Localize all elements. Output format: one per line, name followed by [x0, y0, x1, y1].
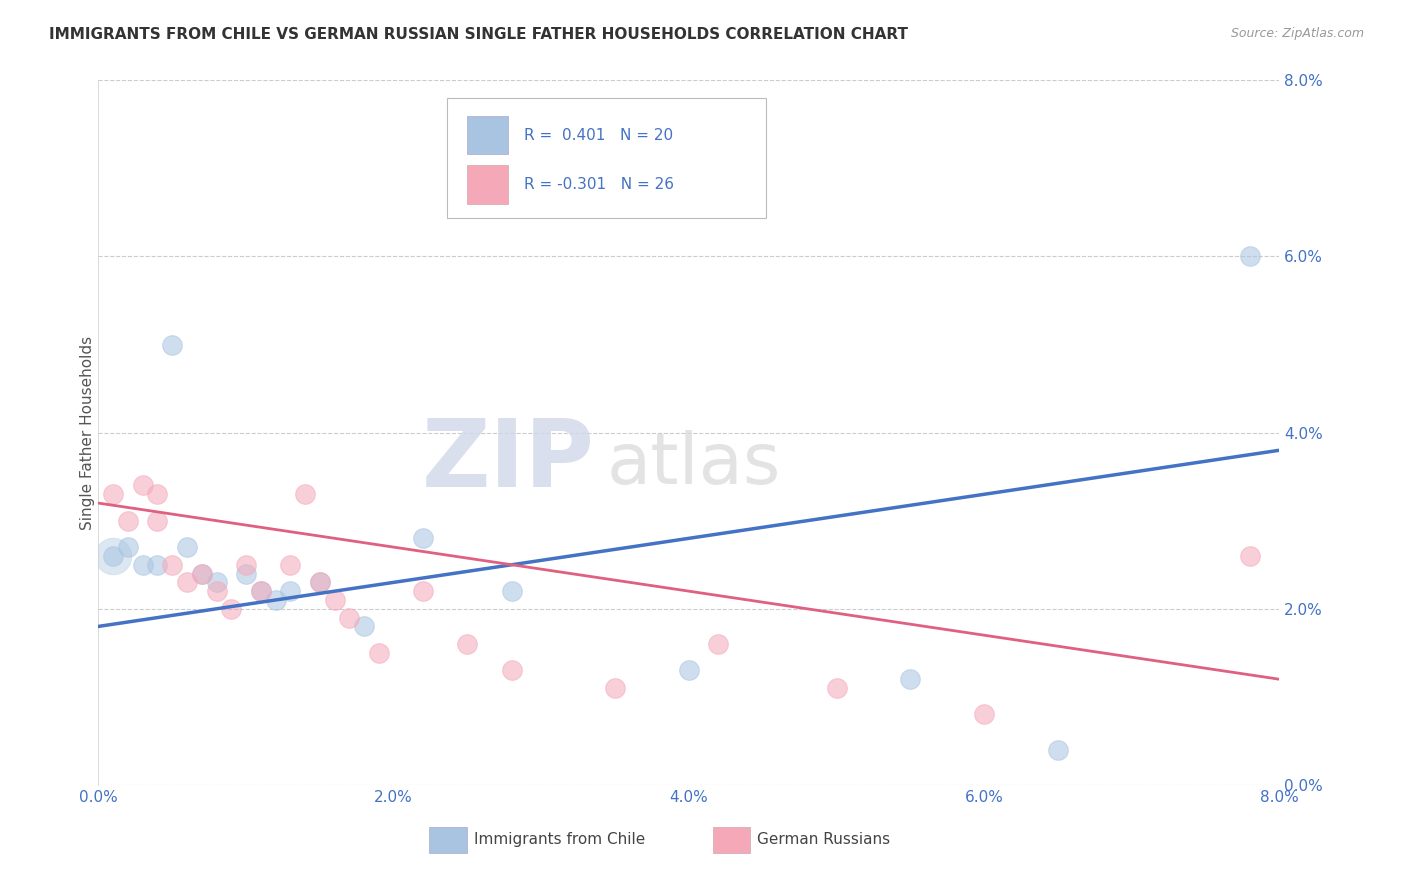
Point [250, 584, 273, 599]
Point [235, 558, 257, 572]
Point [146, 558, 169, 572]
Point [146, 514, 169, 528]
Point [205, 575, 228, 590]
Point [1239, 549, 1261, 563]
Point [146, 487, 169, 501]
Point [191, 566, 214, 581]
Text: IMMIGRANTS FROM CHILE VS GERMAN RUSSIAN SINGLE FATHER HOUSEHOLDS CORRELATION CHA: IMMIGRANTS FROM CHILE VS GERMAN RUSSIAN … [49, 27, 908, 42]
Point [205, 584, 228, 599]
Point [501, 135, 523, 149]
Point [103, 487, 125, 501]
Point [162, 337, 183, 351]
Text: Source: ZipAtlas.com: Source: ZipAtlas.com [1230, 27, 1364, 40]
Point [103, 549, 125, 563]
Point [132, 558, 155, 572]
Point [280, 584, 302, 599]
Point [162, 558, 183, 572]
Point [323, 593, 346, 607]
Point [280, 558, 302, 572]
Bar [467, 165, 508, 203]
Text: R = -0.301   N = 26: R = -0.301 N = 26 [523, 178, 673, 192]
Text: R =  0.401   N = 20: R = 0.401 N = 20 [523, 128, 672, 143]
Y-axis label: Single Father Households: Single Father Households [80, 335, 94, 530]
Point [501, 584, 523, 599]
Point [117, 514, 139, 528]
Point [825, 681, 848, 695]
Point [501, 664, 523, 678]
Point [368, 646, 391, 660]
Point [1239, 250, 1261, 264]
Bar [429, 827, 467, 854]
Point [973, 707, 995, 722]
Point [235, 566, 257, 581]
Point [191, 566, 214, 581]
Point [605, 681, 627, 695]
Point [250, 584, 273, 599]
Point [1046, 742, 1070, 756]
Text: atlas: atlas [606, 430, 780, 499]
Point [294, 487, 316, 501]
Text: German Russians: German Russians [758, 832, 890, 847]
Text: ZIP: ZIP [422, 415, 595, 507]
FancyBboxPatch shape [447, 98, 766, 218]
Point [412, 584, 434, 599]
Point [221, 601, 243, 615]
Point [176, 575, 198, 590]
Point [353, 619, 375, 633]
Point [309, 575, 332, 590]
Point [457, 637, 479, 651]
Point [309, 575, 332, 590]
Point [412, 532, 434, 546]
Bar [713, 827, 751, 854]
Bar [467, 115, 508, 154]
Point [103, 549, 125, 563]
Point [264, 593, 287, 607]
Point [176, 540, 198, 554]
Point [339, 610, 361, 624]
Point [678, 664, 700, 678]
Point [117, 540, 139, 554]
Point [132, 478, 155, 492]
Text: Immigrants from Chile: Immigrants from Chile [474, 832, 645, 847]
Point [707, 637, 730, 651]
Point [900, 673, 922, 687]
